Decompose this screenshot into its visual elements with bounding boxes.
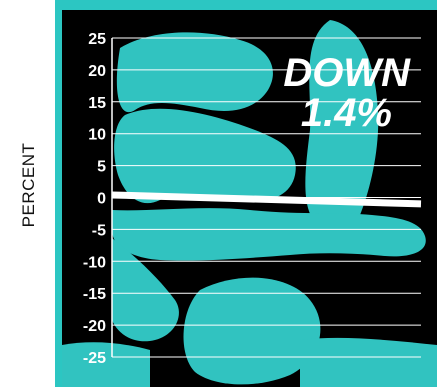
series bbox=[111, 191, 422, 208]
y-tick-label: -15 bbox=[83, 286, 106, 303]
y-tick-label: -25 bbox=[83, 350, 106, 367]
grid bbox=[111, 37, 421, 358]
y-tick-label: 10 bbox=[88, 127, 106, 144]
annotation-line-1: DOWN bbox=[283, 51, 411, 95]
y-tick-label: -20 bbox=[83, 318, 106, 335]
y-tick-label: 5 bbox=[97, 159, 106, 176]
y-tick-label: 0 bbox=[97, 191, 106, 208]
y-tick-labels: 25 20 15 10 5 0 -5 -10 -15 -20 -25 bbox=[83, 31, 106, 367]
annotation-line-2: 1.4% bbox=[301, 91, 392, 135]
y-axis-label: PERCENT bbox=[19, 143, 38, 228]
y-tick-label: -10 bbox=[83, 254, 106, 271]
y-tick-label: 15 bbox=[88, 95, 106, 112]
y-tick-label: -5 bbox=[92, 222, 106, 239]
y-tick-label: 20 bbox=[88, 63, 106, 80]
series-line bbox=[111, 191, 422, 208]
background-illustration bbox=[62, 20, 437, 387]
y-tick-label: 25 bbox=[88, 31, 106, 48]
